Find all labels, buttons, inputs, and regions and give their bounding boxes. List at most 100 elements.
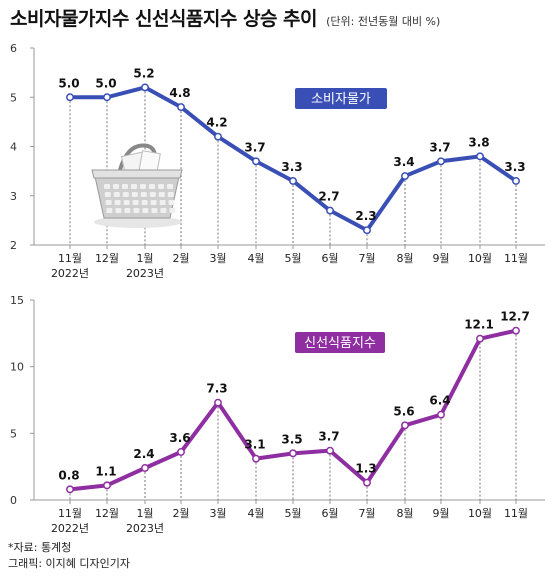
basket-hole — [168, 200, 175, 205]
chart-title: 소비자물가지수 신선식품지수 상승 추이 — [10, 8, 318, 30]
data-label: 12.7 — [500, 310, 530, 324]
data-point — [66, 485, 74, 494]
y-tick-label: 4 — [10, 141, 17, 154]
basket-hole — [132, 200, 139, 205]
x-tick-label: 10월 — [468, 252, 492, 265]
y-tick-label: 2 — [10, 239, 17, 252]
basket-hole — [158, 184, 164, 189]
data-point — [214, 398, 222, 407]
x-tick-label: 7월 — [358, 507, 375, 520]
data-point — [289, 449, 297, 458]
legend-tag — [295, 332, 385, 353]
data-point — [401, 172, 409, 181]
data-point — [512, 177, 520, 185]
basket-hole — [149, 192, 156, 197]
basket-hole — [115, 208, 122, 213]
data-label: 6.4 — [429, 394, 450, 408]
x-tick-label: 9월 — [432, 507, 449, 520]
data-label: 12.1 — [464, 318, 494, 332]
x-tick-label: 2월 — [172, 507, 189, 520]
x-tick-label: 11월 — [58, 507, 82, 520]
x-tick-label: 8월 — [396, 507, 413, 520]
legend-label: 소비자물가 — [311, 92, 371, 107]
y-tick-label: 6 — [10, 42, 17, 55]
data-label: 1.1 — [95, 464, 116, 478]
data-label: 3.6 — [169, 431, 190, 445]
data-label: 0.8 — [58, 468, 79, 482]
data-point — [476, 334, 484, 343]
x-tick-label: 6월 — [321, 252, 338, 265]
fresh-food-chart: 15 10 5 0 0.8 1.1 2.4 3.6 7.3 3.1 3.5 3.7 1.3 5.6 6.4 1… — [10, 294, 545, 535]
data-label: 4.2 — [206, 116, 227, 130]
x-tick-label: 12월 — [95, 252, 119, 265]
basket-shadow — [94, 216, 182, 228]
x-tick-label: 3월 — [209, 252, 226, 265]
x-tick-label: 4월 — [247, 252, 264, 265]
basket-hole — [131, 184, 137, 189]
legend-label: 신선식품지수 — [304, 336, 376, 351]
x-tick-label: 1월 — [136, 507, 153, 520]
data-point — [252, 454, 260, 463]
data-point — [141, 464, 149, 472]
basket-hole — [124, 208, 131, 213]
basket-hole — [104, 184, 110, 189]
cpi-chart: 6 5 4 3 2 5.0 5.0 5.2 4.8 4.2 3.7 3.3 2.7 2.3 3.4 3.7 3.… — [10, 42, 545, 280]
x-year-label: 2022년 — [51, 267, 89, 280]
basket-hole — [141, 200, 148, 205]
source-note: *자료: 통계청 — [8, 541, 72, 554]
data-point — [141, 83, 149, 92]
data-label: 2.7 — [318, 190, 339, 204]
legend-tag — [295, 88, 387, 109]
basket-hole — [158, 192, 165, 197]
data-point — [437, 157, 445, 166]
data-point — [289, 177, 297, 185]
x-tick-label: 11월 — [504, 252, 528, 265]
data-point — [363, 478, 371, 487]
data-point — [437, 410, 445, 419]
data-label: 3.7 — [318, 430, 339, 444]
basket-hole — [122, 184, 128, 189]
y-tick-label: 5 — [10, 91, 17, 104]
x-tick-label: 3월 — [209, 507, 226, 520]
y-tick-label: 15 — [10, 294, 24, 307]
data-point — [103, 481, 111, 490]
data-label: 1.3 — [355, 462, 376, 476]
data-point — [363, 226, 371, 235]
data-label: 3.7 — [244, 140, 265, 154]
data-point — [66, 93, 74, 102]
data-point — [401, 421, 409, 430]
data-label: 2.3 — [355, 209, 376, 223]
basket-hole — [113, 184, 119, 189]
x-tick-label: 7월 — [358, 252, 375, 265]
data-point — [326, 446, 334, 455]
basket-hole — [149, 184, 155, 189]
data-label: 3.7 — [429, 140, 450, 154]
data-label: 4.8 — [169, 86, 190, 100]
x-tick-label: 9월 — [432, 252, 449, 265]
basket-hole — [150, 200, 157, 205]
data-point — [252, 157, 260, 166]
basket-hole — [133, 208, 140, 213]
data-label: 3.8 — [468, 135, 489, 149]
basket-hole — [104, 192, 111, 197]
data-label: 7.3 — [206, 382, 227, 396]
basket-hole — [131, 192, 138, 197]
x-tick-label: 1월 — [136, 252, 153, 265]
basket-hole — [114, 200, 121, 205]
basket-hole — [140, 184, 146, 189]
data-label: 3.3 — [504, 160, 525, 174]
data-label: 5.6 — [393, 404, 414, 418]
x-tick-label: 5월 — [284, 252, 301, 265]
data-label: 5.0 — [95, 76, 116, 90]
basket-hole — [167, 192, 174, 197]
x-year-label: 2022년 — [51, 522, 89, 535]
basket-rim — [91, 169, 183, 179]
y-tick-label: 3 — [10, 190, 17, 203]
x-year-label: 2023년 — [126, 267, 164, 280]
x-tick-label: 11월 — [58, 252, 82, 265]
data-point — [476, 152, 484, 161]
basket-hole — [151, 208, 158, 213]
basket-hole — [160, 208, 167, 213]
x-tick-label: 4월 — [247, 507, 264, 520]
basket-hole — [167, 184, 173, 189]
